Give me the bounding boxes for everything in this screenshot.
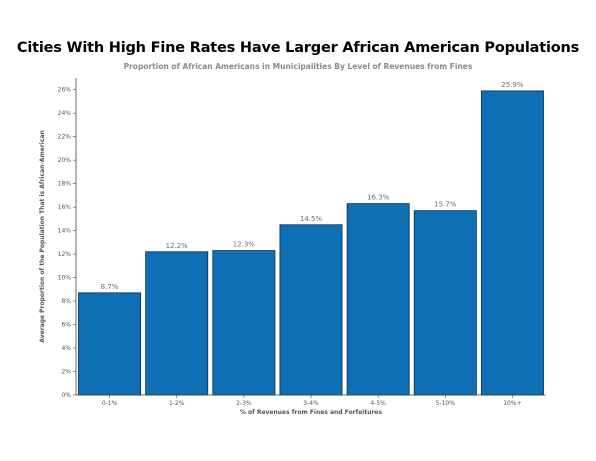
bar-3-4%: [279, 224, 343, 396]
y-tick-label: 0%: [61, 392, 71, 399]
y-tick-label: 20%: [58, 157, 72, 164]
y-tick-label: 10%: [58, 275, 72, 282]
y-tick-label: 18%: [58, 181, 72, 188]
x-tick-label: 3-4%: [303, 400, 319, 407]
x-tick-label: 2-3%: [236, 400, 252, 407]
y-tick-label: 2%: [61, 369, 71, 376]
bar-data-label: 16.3%: [367, 194, 390, 202]
x-axis-ticks: 0-1% 1-2% 2-3% 3-4% 4-5% 5-10% 10%+: [102, 395, 522, 407]
x-axis-title: % of Revenues from Fines and Forfeitures: [240, 409, 383, 416]
bar-data-label: 15.7%: [434, 201, 457, 209]
y-tick-label: 12%: [58, 251, 72, 258]
bar-data-label: 12.3%: [233, 241, 256, 249]
x-tick-label: 0-1%: [102, 400, 118, 407]
y-axis-title: Average Proportion of the Population Tha…: [39, 130, 46, 342]
y-tick-label: 6%: [61, 322, 71, 329]
bar-data-label: 12.2%: [166, 242, 189, 250]
y-tick-label: 8%: [61, 298, 71, 305]
x-tick-label: 1-2%: [169, 400, 185, 407]
x-tick-label: 5-10%: [436, 400, 456, 407]
y-tick-label: 22%: [58, 134, 72, 141]
bar-5-10%: [413, 210, 477, 396]
bar-data-labels: 8.7% 12.2% 12.3% 14.5% 16.3% 15.7% 25.9%: [101, 81, 524, 291]
bar-1-2%: [145, 251, 209, 396]
y-tick-label: 14%: [58, 228, 72, 235]
x-tick-label: 4-5%: [370, 400, 386, 407]
bar-data-label: 25.9%: [501, 81, 524, 89]
bars: [78, 90, 544, 396]
y-tick-label: 4%: [61, 345, 71, 352]
bar-data-label: 8.7%: [101, 283, 119, 291]
chart-title: Cities With High Fine Rates Have Larger …: [16, 40, 580, 56]
bar-10%+: [480, 90, 544, 396]
bar-data-label: 14.5%: [300, 215, 323, 223]
bar-4-5%: [346, 203, 410, 396]
bar-2-3%: [212, 250, 276, 396]
y-tick-label: 24%: [58, 110, 72, 117]
y-tick-label: 26%: [58, 87, 72, 94]
bar-0-1%: [78, 292, 142, 396]
y-axis-ticks: 0% 2% 4% 6% 8% 10% 12% 14% 16% 18% 20% 22% 24% 26%: [58, 87, 76, 399]
y-tick-label: 16%: [58, 204, 72, 211]
chart-subtitle: Proportion of African Americans in Munic…: [123, 62, 473, 71]
x-tick-label: 10%+: [503, 400, 521, 407]
